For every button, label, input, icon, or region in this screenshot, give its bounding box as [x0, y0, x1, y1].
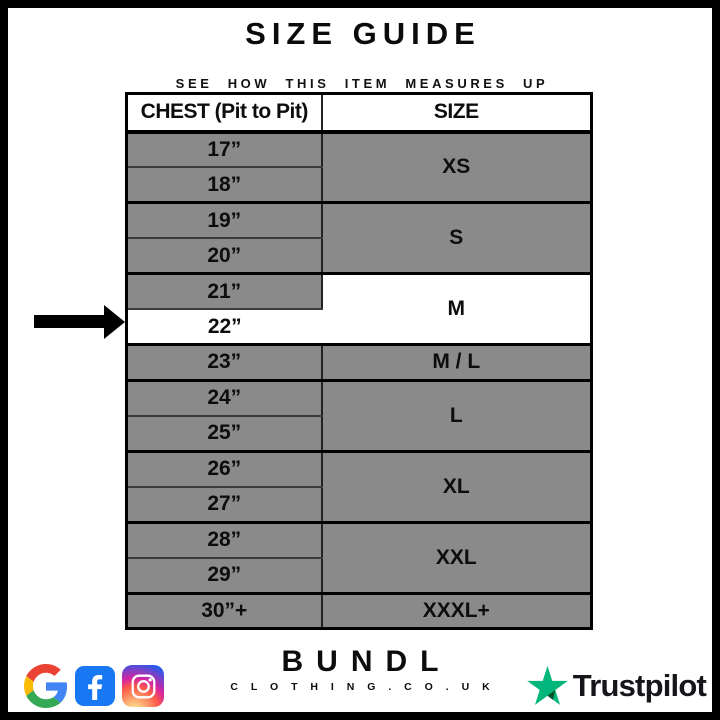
chest-cell: 26”: [126, 451, 323, 488]
row-pointer-arrow-icon: [34, 305, 125, 339]
size-cell: S: [321, 202, 592, 275]
arrow-head: [104, 305, 125, 339]
brand-name: BUNDL: [281, 645, 452, 678]
chest-cell: 20”: [126, 238, 323, 275]
chest-cell: 17”: [126, 131, 323, 168]
size-cell: XS: [321, 131, 592, 204]
table-row: 27”: [126, 486, 592, 524]
table-row: 20”: [126, 238, 592, 275]
size-table: CHEST (Pit to Pit) SIZE 17” XS 18” 19” S…: [125, 92, 593, 630]
table-row: 24” L: [126, 380, 592, 453]
size-cell-highlighted: M: [321, 273, 592, 346]
google-icon[interactable]: [24, 664, 68, 708]
table-row: 26” XL: [126, 451, 592, 524]
social-icons: [24, 664, 164, 708]
table-header-row: CHEST (Pit to Pit) SIZE: [126, 93, 592, 134]
size-cell: M / L: [321, 344, 592, 382]
table-row: 23” M / L: [126, 344, 592, 382]
trustpilot-logo[interactable]: Trustpilot: [526, 666, 707, 705]
chest-cell: 24”: [126, 380, 323, 417]
table-row: 21” M: [126, 273, 592, 346]
trustpilot-label: Trustpilot: [572, 667, 707, 703]
table-row: 25”: [126, 415, 592, 453]
instagram-icon[interactable]: [122, 665, 164, 707]
column-header-chest: CHEST (Pit to Pit): [126, 93, 323, 134]
size-cell: L: [321, 380, 592, 453]
chest-cell: 18”: [126, 167, 323, 204]
table-row: 30”+ XXXL+: [126, 593, 592, 629]
table-row: 29”: [126, 557, 592, 595]
arrow-shaft: [34, 315, 105, 328]
brand-domain: C L O T H I N G . C O . U K: [230, 680, 495, 693]
table-row-highlighted: 22”: [126, 309, 592, 346]
chest-cell: 25”: [126, 415, 323, 453]
table-row: 28” XXL: [126, 522, 592, 595]
chest-cell: 23”: [126, 344, 323, 382]
size-cell: XL: [321, 451, 592, 524]
size-cell: XXXL+: [321, 593, 592, 629]
table-row: 19” S: [126, 202, 592, 275]
size-cell: XXL: [321, 522, 592, 595]
page-subtitle: SEE HOW THIS ITEM MEASURES UP: [175, 76, 549, 91]
chest-cell-highlighted: 22”: [126, 309, 322, 346]
table-row: 18”: [126, 167, 592, 204]
chest-cell: 21”: [126, 273, 323, 310]
chest-cell: 30”+: [126, 593, 323, 629]
facebook-icon[interactable]: [75, 666, 115, 706]
chest-cell: 27”: [126, 486, 323, 524]
page-title: SIZE GUIDE: [245, 16, 481, 51]
brand-logo: BUNDL C L O T H I N G . C O . U K: [0, 646, 720, 693]
chest-cell: 28”: [126, 522, 323, 559]
column-header-size: SIZE: [321, 93, 592, 134]
table-row: 17” XS: [126, 131, 592, 204]
trustpilot-star-icon: [526, 666, 568, 705]
chest-cell: 19”: [126, 202, 323, 239]
chest-cell: 29”: [126, 557, 323, 595]
